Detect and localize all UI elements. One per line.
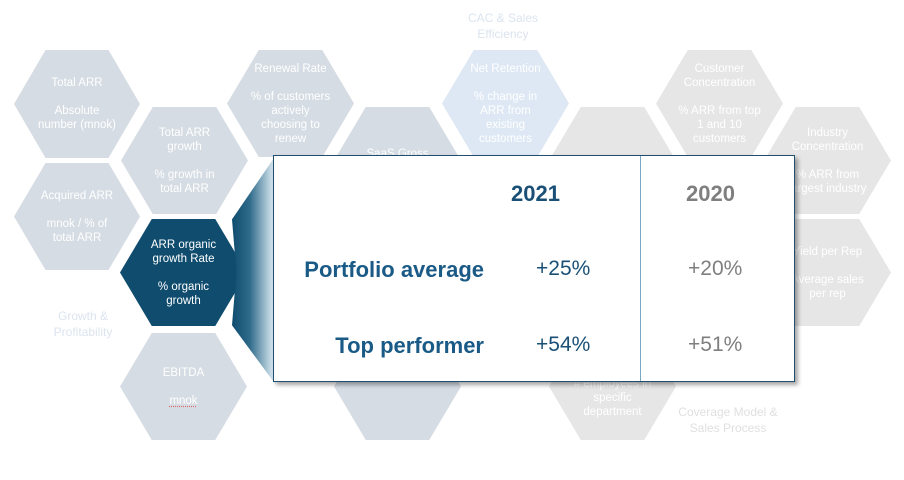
hex-renewal-rate[interactable]: Renewal Rate % of customers actively cho…	[227, 50, 354, 157]
value-2021-top-performer: +54%	[536, 333, 591, 356]
hex-total-arr[interactable]: Total ARR Absolute number (mnok)	[14, 50, 140, 158]
hex-title: EBITDA	[162, 366, 205, 379]
hex-title: Yield per Rep	[792, 245, 863, 258]
hex-title: Total ARR growth	[158, 126, 211, 153]
hex-desc: % organic growth	[157, 280, 210, 307]
hex-title: ARR organic growth Rate	[150, 238, 217, 265]
value-2021-portfolio-average: +25%	[536, 257, 591, 280]
hex-ebitda[interactable]: EBITDA mnok	[120, 333, 247, 440]
hex-title: Total ARR	[51, 77, 103, 89]
hex-desc: % ARR from top 1 and 10 customers	[678, 104, 761, 145]
hex-net-retention[interactable]: Net Retention % change in ARR from exist…	[442, 50, 569, 157]
hex-arr-organic-growth[interactable]: ARR organic growth Rate % organic growth	[120, 219, 247, 326]
row-label-portfolio-average: Portfolio average	[304, 257, 484, 282]
hex-desc: % of customers actively choosing to rene…	[250, 90, 331, 145]
column-header-2020: 2020	[686, 181, 735, 206]
hex-desc: # employees in specific department	[573, 377, 652, 418]
hex-title: Renewal Rate	[254, 62, 327, 75]
row-label-top-performer: Top performer	[335, 333, 484, 358]
hex-desc: Absolute number (mnok)	[38, 105, 116, 131]
hex-title: Customer Concentration	[683, 62, 756, 89]
column-header-2021: 2021	[511, 181, 560, 206]
metric-callout: 2021 2020 Portfolio average +25% +20% To…	[273, 155, 795, 382]
hex-title: Industry Concentration	[791, 126, 864, 153]
hex-title: Acquired ARR	[40, 189, 114, 202]
column-divider	[640, 156, 641, 381]
hex-desc: mnok / % of total ARR	[46, 217, 108, 244]
hex-desc: % ARR from largest industry	[788, 168, 867, 195]
value-2020-top-performer: +51%	[688, 333, 743, 356]
hex-desc: Average sales per rep	[791, 273, 864, 300]
hex-title: Net Retention	[470, 62, 541, 75]
category-coverage-model: Coverage Model & Sales Process	[678, 405, 778, 435]
hex-desc: % growth in total ARR	[154, 168, 215, 195]
category-growth-profitability: Growth & Profitability	[53, 309, 113, 339]
hex-acquired-arr[interactable]: Acquired ARR mnok / % of total ARR	[14, 163, 140, 270]
value-2020-portfolio-average: +20%	[688, 257, 743, 280]
callout-connector	[232, 155, 276, 385]
category-cac-sales-efficiency: CAC & Sales Efficiency	[467, 11, 539, 41]
hex-customer-concentration[interactable]: Customer Concentration % ARR from top 1 …	[656, 50, 783, 157]
hex-desc: % change in ARR from existing customers	[473, 90, 538, 145]
hex-total-arr-growth[interactable]: Total ARR growth % growth in total ARR	[121, 107, 248, 214]
hex-desc: mnok	[169, 394, 198, 407]
